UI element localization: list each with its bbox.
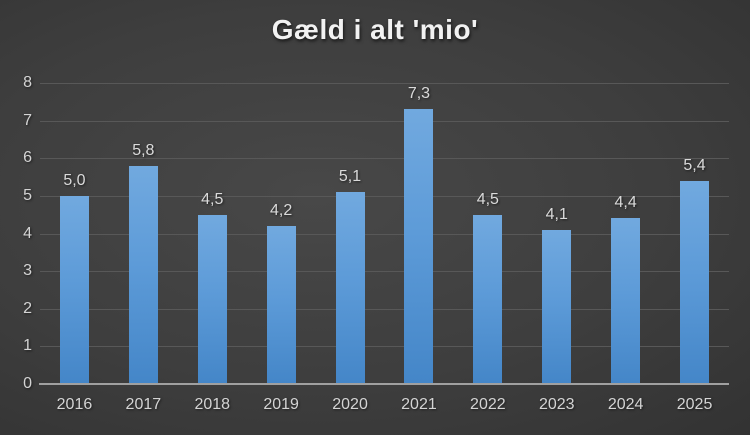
bar-slot: 5,8 xyxy=(109,83,178,384)
plot-area: 5,0 5,8 4,5 4,2 5,1 7,3 4,5 4,1 4,4 5,4 xyxy=(40,83,729,384)
y-tick-label: 7 xyxy=(23,111,32,129)
y-tick-label: 8 xyxy=(23,74,32,91)
gridline xyxy=(40,233,729,235)
x-tick-label: 2025 xyxy=(676,396,713,413)
y-tick-label: 3 xyxy=(23,262,32,280)
bar-slot: 5,0 xyxy=(40,83,109,384)
gridline xyxy=(40,120,729,122)
x-tick-label: 2022 xyxy=(470,396,506,413)
bar-slot: 4,5 xyxy=(178,83,247,384)
x-axis: 2016 2017 2018 2019 2020 2021 2022 2023 2024 2025 xyxy=(40,396,729,420)
y-tick-label: 0 xyxy=(23,375,32,392)
bar-slot: 4,5 xyxy=(453,83,522,384)
bar-2024 xyxy=(611,218,641,384)
x-tick-label: 2019 xyxy=(263,396,299,413)
bar-slot: 5,1 xyxy=(316,83,385,384)
gridline xyxy=(40,158,729,160)
bar-value-label: 5,4 xyxy=(683,156,706,174)
bar-2020 xyxy=(335,192,365,384)
gridline xyxy=(40,83,729,84)
bar-2019 xyxy=(266,225,296,384)
bar-2021 xyxy=(404,109,434,384)
bar-value-label: 4,5 xyxy=(476,190,499,208)
bar-2017 xyxy=(128,165,158,384)
gridline xyxy=(40,346,729,348)
x-tick-label: 2023 xyxy=(538,396,575,413)
y-tick-label: 4 xyxy=(23,224,32,242)
bar-value-label: 4,4 xyxy=(614,194,637,212)
y-tick-label: 5 xyxy=(23,186,32,204)
x-tick-label: 2021 xyxy=(401,396,437,413)
bar-slot: 4,1 xyxy=(522,83,591,384)
y-tick-label: 1 xyxy=(23,337,32,355)
chart-title: Gæld i alt 'mio' xyxy=(271,14,479,45)
bar-value-label: 4,1 xyxy=(545,205,568,223)
bar-2018 xyxy=(197,214,227,384)
bar-slot: 4,2 xyxy=(247,83,316,384)
bar-value-label: 5,0 xyxy=(63,171,86,189)
bar-2016 xyxy=(59,195,89,384)
x-tick-label: 2024 xyxy=(607,396,644,413)
x-tick-label: 2016 xyxy=(56,396,93,413)
bar-value-label: 4,2 xyxy=(270,201,293,219)
bar-2025 xyxy=(680,180,710,384)
bar-value-label: 4,5 xyxy=(201,190,224,208)
y-tick-label: 6 xyxy=(23,149,32,167)
bar-value-label: 5,1 xyxy=(338,168,362,186)
bar-value-label: 5,8 xyxy=(132,141,155,159)
x-tick-label: 2018 xyxy=(194,396,231,413)
bar-slot: 4,4 xyxy=(591,83,660,384)
gridline xyxy=(40,195,729,197)
y-axis: 0 1 2 3 4 5 6 7 8 xyxy=(0,74,32,392)
gridline xyxy=(40,308,729,310)
bar-slot: 7,3 xyxy=(385,83,454,384)
x-tick-label: 2017 xyxy=(125,396,162,413)
x-axis-line xyxy=(39,383,729,385)
y-tick-label: 2 xyxy=(23,299,32,317)
gridline xyxy=(40,271,729,273)
bar-slot: 5,4 xyxy=(660,83,729,384)
bar-value-label: 7,3 xyxy=(407,85,431,103)
bar-2022 xyxy=(473,214,503,384)
x-tick-label: 2020 xyxy=(332,396,368,413)
bar-2023 xyxy=(542,229,572,384)
